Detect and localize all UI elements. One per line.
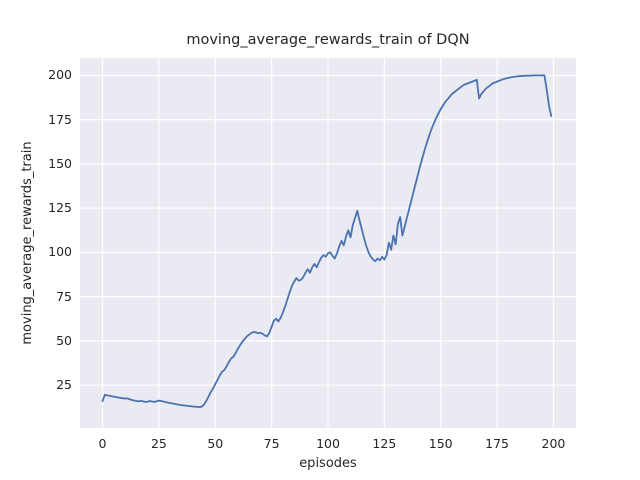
plot-area — [80, 58, 576, 428]
reward-line — [101, 74, 553, 408]
x-tick-label: 50 — [207, 436, 224, 451]
y-tick-label: 175 — [48, 111, 72, 127]
y-tick-label: 75 — [56, 288, 72, 304]
y-tick-label: 25 — [56, 377, 72, 393]
y-tick-label: 50 — [56, 332, 72, 348]
gridlines — [80, 58, 576, 428]
x-tick-label: 100 — [316, 436, 340, 451]
y-tick-label: 200 — [48, 67, 72, 83]
y-axis-label: moving_average_rewards_train — [20, 141, 35, 345]
y-tick-label: 100 — [48, 244, 72, 260]
y-tick-label: 125 — [48, 200, 72, 216]
plot-canvas — [80, 58, 576, 428]
x-tick-label: 25 — [150, 436, 167, 451]
x-tick-label: 75 — [263, 436, 280, 451]
chart-title: moving_average_rewards_train of DQN — [186, 32, 470, 48]
x-tick-label: 125 — [372, 436, 397, 451]
x-tick-label: 150 — [428, 436, 453, 451]
x-tick-label: 200 — [541, 436, 566, 451]
x-tick-label: 0 — [98, 436, 107, 451]
x-tick-label: 175 — [485, 436, 509, 451]
x-axis-label: episodes — [299, 456, 357, 471]
y-tick-label: 150 — [48, 155, 72, 171]
